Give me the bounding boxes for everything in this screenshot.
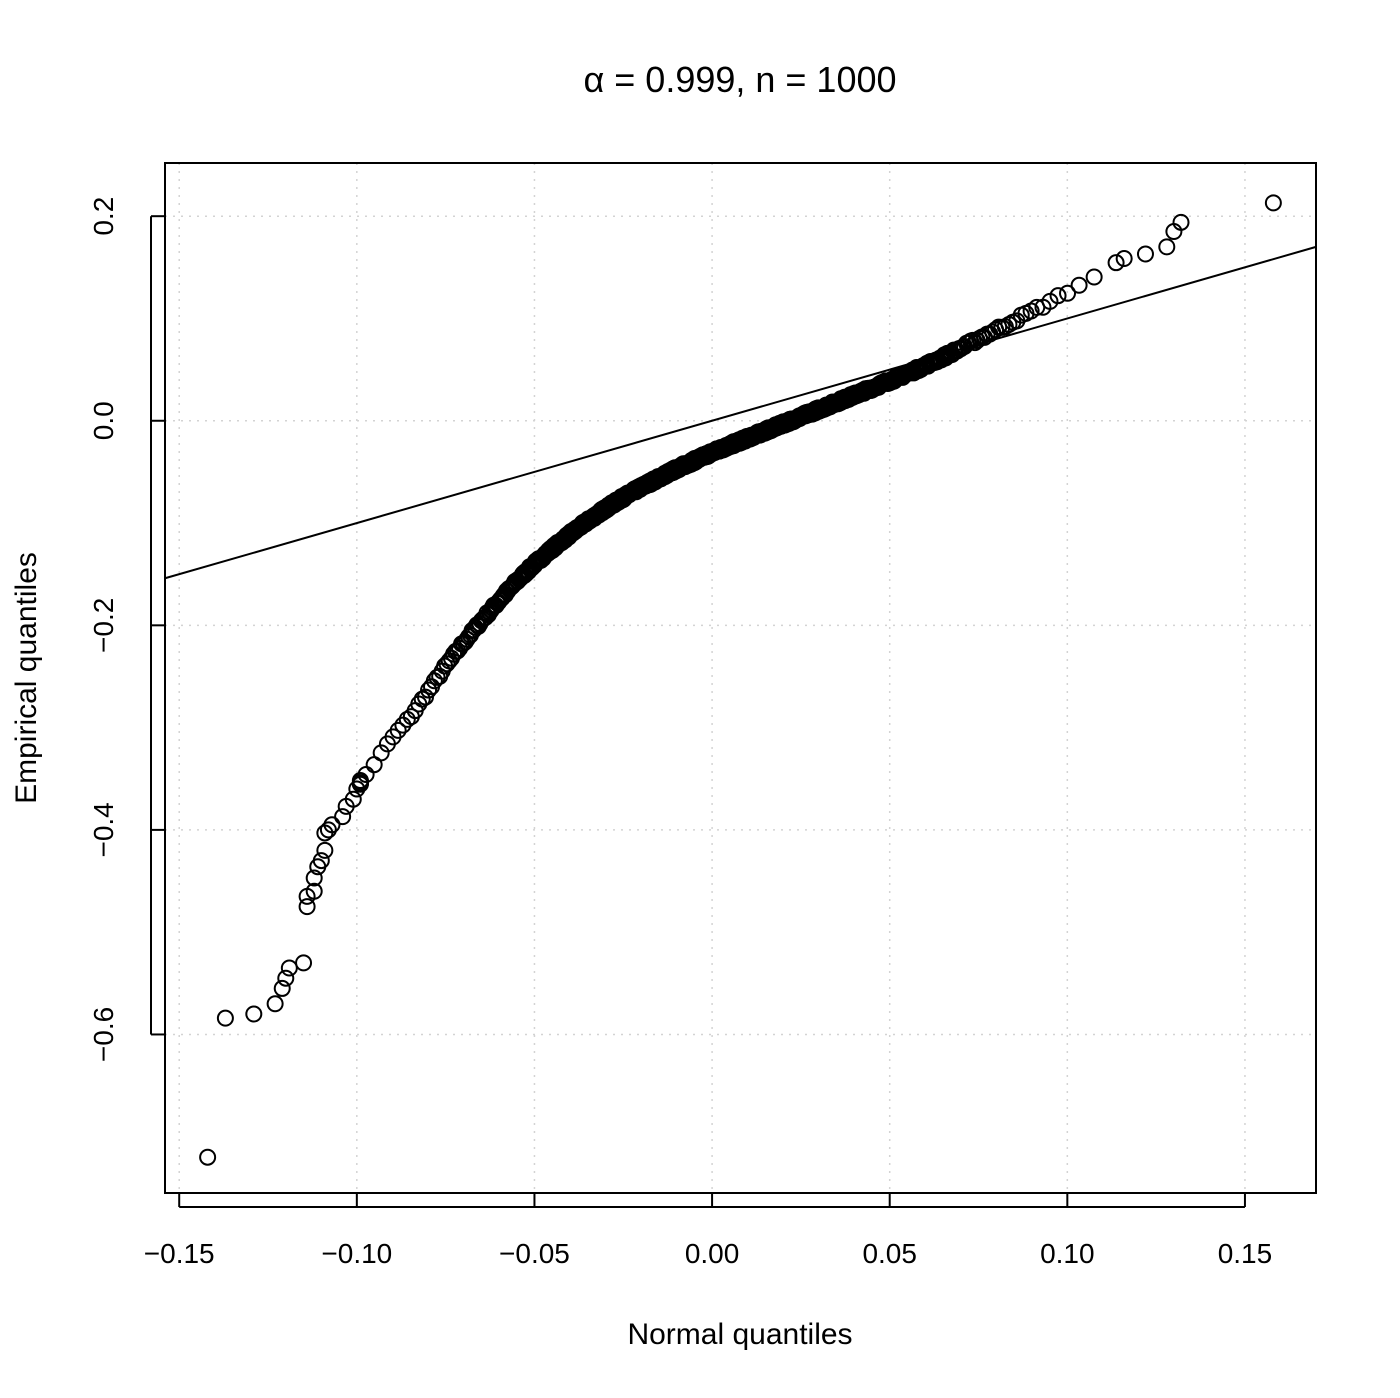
data-point [1107,254,1125,272]
x-tick-label: 0.15 [1218,1238,1273,1269]
data-point [323,816,341,834]
data-point [351,775,369,793]
data-point [334,808,352,826]
chart-title: α = 0.999, n = 1000 [583,59,896,100]
y-tick-label: −0.4 [88,802,119,857]
y-tick-label: 0.2 [88,197,119,236]
data-point [348,780,366,798]
data-point [277,969,295,987]
data-point [312,852,330,870]
reference-line [164,245,1317,580]
data-point [1070,276,1088,294]
data-point [273,979,291,997]
x-tick-label: 0.00 [685,1238,740,1269]
data-point [305,869,323,887]
data-point [1000,315,1018,333]
data-point [1264,194,1282,212]
x-tick-label: −0.10 [321,1238,392,1269]
data-point [266,995,284,1013]
data-point [316,841,334,859]
data-point [372,744,390,762]
data-point [216,1009,234,1027]
data-point [1115,249,1133,267]
x-tick-label: −0.05 [499,1238,570,1269]
y-axis: −0.6 −0.4 −0.2 0.0 0.2 [88,197,165,1062]
x-tick-label: 0.10 [1040,1238,1095,1269]
data-point [295,954,313,972]
y-axis-label: Empirical quantiles [10,552,43,804]
data-point [319,821,337,839]
data-point [305,882,323,900]
data-point [1049,287,1067,305]
title-alpha-symbol: α [583,59,604,100]
data-point [389,721,407,739]
data-points [199,194,1282,1166]
y-tick-label: −0.2 [88,598,119,653]
x-axis: −0.15 −0.10 −0.05 0.00 0.05 0.10 0.15 [144,1193,1272,1269]
data-point [1085,268,1103,286]
reference-line-layer [164,245,1317,580]
x-tick-label: 0.05 [862,1238,917,1269]
data-point [344,790,362,808]
data-point [245,1005,263,1023]
y-tick-label: −0.6 [88,1007,119,1062]
data-point [280,959,298,977]
x-axis-label: Normal quantiles [627,1318,852,1351]
data-point [199,1148,217,1166]
grid-lines [165,163,1316,1193]
data-point [298,898,316,916]
data-point [1059,284,1077,302]
x-tick-label: −0.15 [144,1238,215,1269]
data-point [420,681,438,699]
y-tick-label: 0.0 [88,401,119,440]
data-point [1172,213,1190,231]
data-point [964,331,982,349]
plot-frame [164,162,1317,1194]
data-point [1136,245,1154,263]
data-point [1158,238,1176,256]
title-text: = 0.999, n = 1000 [604,59,896,100]
